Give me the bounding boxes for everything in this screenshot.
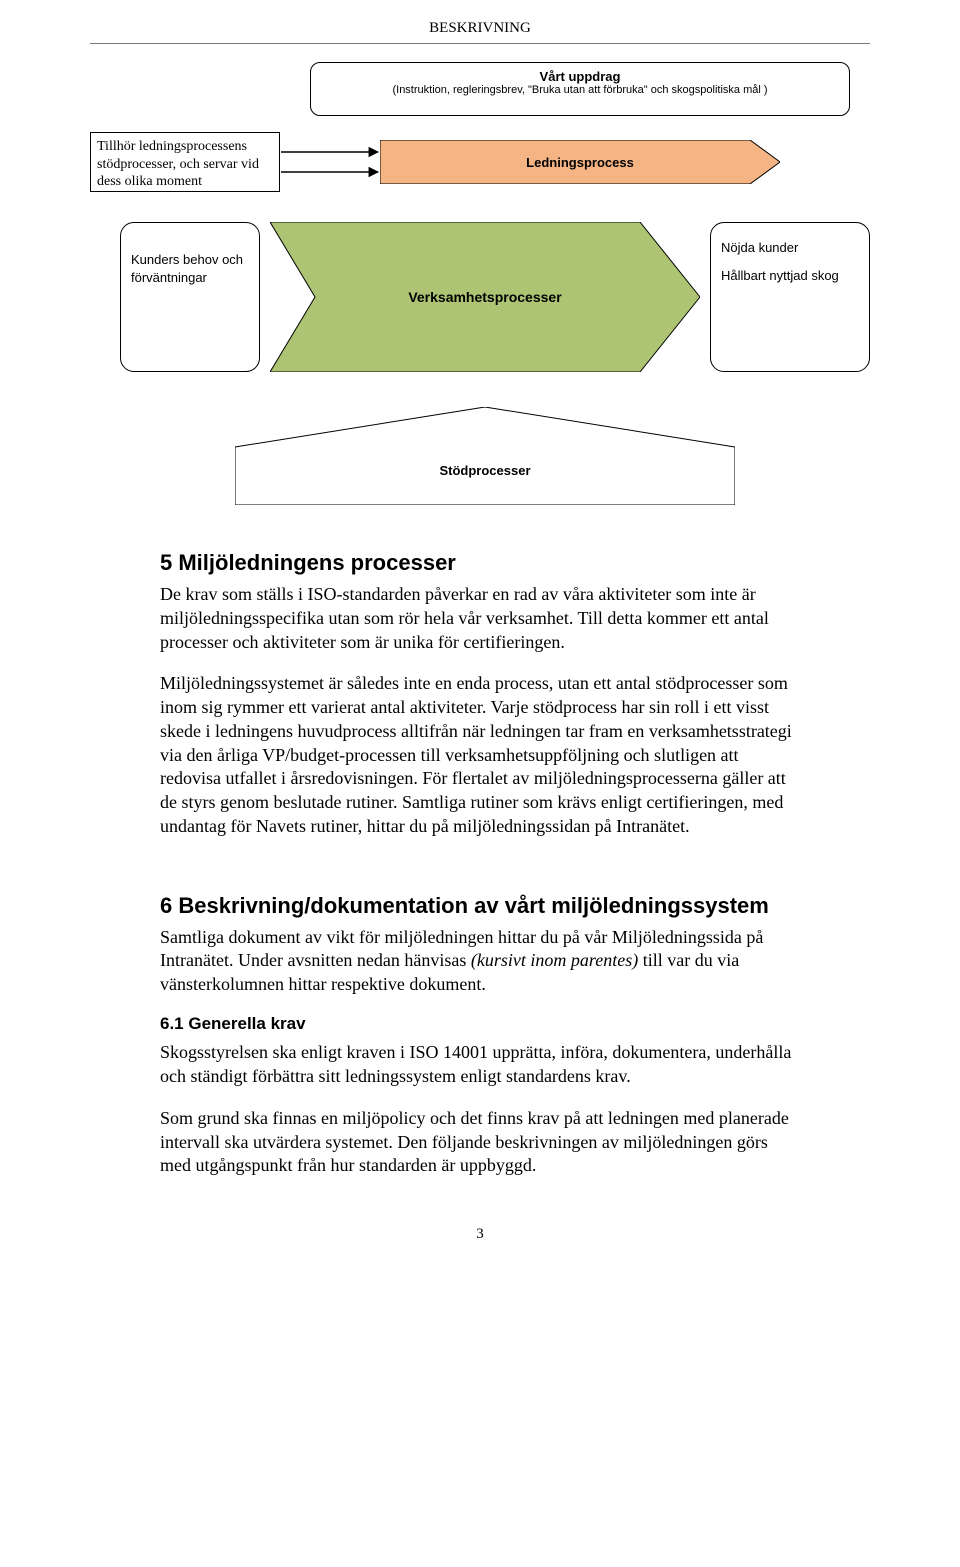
mission-title: Vårt uppdrag	[311, 69, 849, 84]
section6-p1: Samtliga dokument av vikt för miljöledni…	[160, 926, 800, 997]
lead-process-label: Ledningsprocess	[380, 140, 780, 184]
mission-subtitle: (Instruktion, regleringsbrev, "Bruka uta…	[311, 84, 849, 96]
verksamhet-label: Verksamhetsprocesser	[270, 222, 700, 372]
customers-left-box: Kunders behov och förväntningar	[120, 222, 260, 372]
annotation-box: Tillhör ledningsprocessens stödprocesser…	[90, 132, 280, 192]
process-diagram: Vårt uppdrag (Instruktion, regleringsbre…	[90, 62, 870, 522]
section5-p1: De krav som ställs i ISO-standarden påve…	[160, 583, 800, 654]
stod-shape: Stödprocesser	[235, 407, 735, 505]
section6-1-p2: Som grund ska finnas en miljöpolicy och …	[160, 1107, 800, 1178]
section6-1-heading: 6.1 Generella krav	[160, 1013, 800, 1035]
section5-p2: Miljöledningssystemet är således inte en…	[160, 672, 800, 838]
customers-right-line2: Hållbart nyttjad skog	[721, 267, 859, 285]
body-content: 5 Miljöledningens processer De krav som …	[160, 548, 800, 1178]
annotation-arrows	[278, 138, 388, 198]
customers-right-line1: Nöjda kunder	[721, 239, 859, 257]
section5-heading: 5 Miljöledningens processer	[160, 548, 800, 577]
verksamhet-shape: Verksamhetsprocesser	[270, 222, 700, 372]
mission-box: Vårt uppdrag (Instruktion, regleringsbre…	[310, 62, 850, 116]
lead-process-shape: Ledningsprocess	[380, 140, 780, 184]
section6-1-p1: Skogsstyrelsen ska enligt kraven i ISO 1…	[160, 1041, 800, 1089]
section6-heading: 6 Beskrivning/dokumentation av vårt milj…	[160, 891, 800, 920]
page-header: BESKRIVNING	[90, 20, 870, 44]
customers-right-box: Nöjda kunder Hållbart nyttjad skog	[710, 222, 870, 372]
stod-label: Stödprocesser	[235, 407, 735, 505]
page-number: 3	[0, 1226, 960, 1243]
section6-p1-italic: (kursivt inom parentes)	[471, 950, 638, 970]
